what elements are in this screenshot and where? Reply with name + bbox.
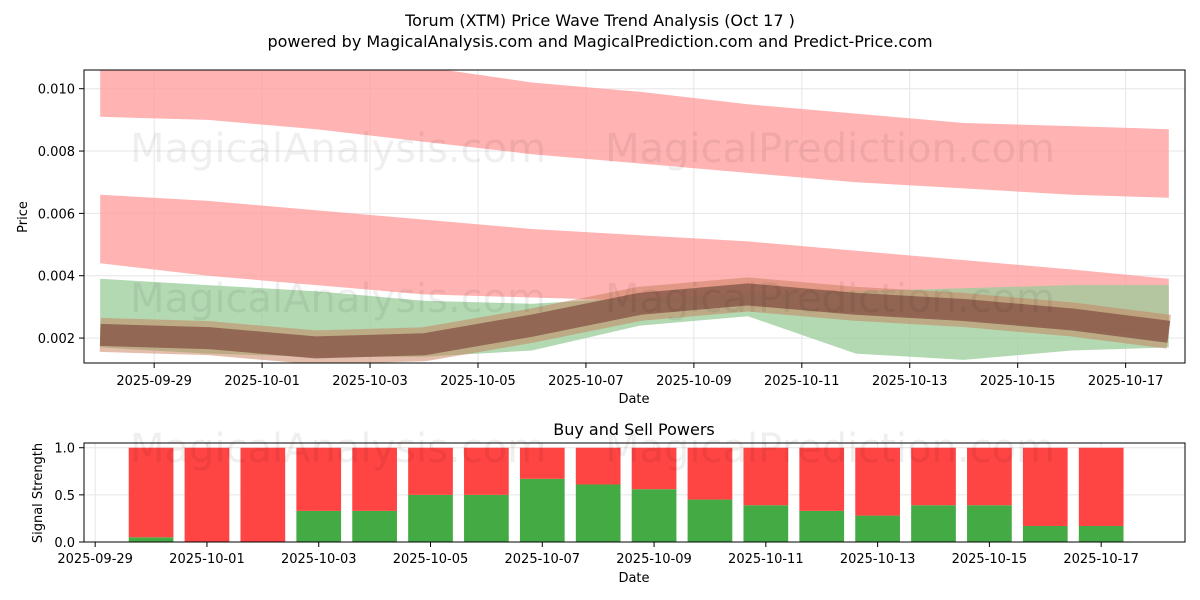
buy-bar	[575, 484, 621, 542]
price-x-tick-label: 2025-10-15	[980, 374, 1056, 389]
price-y-ticks: 0.002 0.004 0.006 0.008 0.010	[38, 83, 84, 347]
buy-bar	[911, 505, 956, 542]
buy-bar	[799, 510, 845, 542]
signal-x-tick-label: 2025-10-13	[840, 552, 916, 567]
price-x-tick-label: 2025-10-07	[548, 374, 624, 389]
sell-bar	[631, 447, 677, 490]
watermark-analysis-mid: MagicalAnalysis.com	[130, 276, 546, 322]
price-y-tick-label: 0.004	[38, 270, 75, 285]
signal-x-tick-label: 2025-10-03	[281, 552, 357, 567]
price-y-tick-label: 0.010	[38, 83, 75, 98]
buy-bar	[631, 489, 677, 542]
price-x-tick-label: 2025-10-17	[1088, 374, 1164, 389]
price-x-label: Date	[618, 392, 649, 407]
buy-bar	[967, 505, 1012, 542]
price-y-label: Price	[16, 201, 31, 233]
chart-title: Torum (XTM) Price Wave Trend Analysis (O…	[404, 11, 795, 30]
price-band-0	[100, 70, 1169, 198]
sell-bar	[799, 447, 845, 511]
sell-bar	[687, 447, 733, 500]
buy-bar	[519, 478, 565, 542]
price-x-tick-label: 2025-10-01	[224, 374, 300, 389]
sell-bar	[1078, 447, 1124, 526]
signal-x-tick-label: 2025-10-01	[169, 552, 245, 567]
buy-bar	[855, 515, 900, 542]
price-x-ticks: 2025-09-29 2025-10-01 2025-10-03 2025-10-05…	[116, 363, 1163, 389]
watermark-analysis-top: MagicalAnalysis.com	[130, 126, 546, 172]
signal-x-tick-label: 2025-10-17	[1063, 552, 1139, 567]
sell-bar	[184, 447, 230, 542]
price-x-tick-label: 2025-10-11	[764, 374, 840, 389]
price-x-tick-label: 2025-10-05	[440, 374, 516, 389]
buy-bar	[687, 499, 733, 542]
buy-bar	[743, 505, 789, 542]
sell-bar	[464, 447, 509, 495]
chart-subtitle: powered by MagicalAnalysis.com and Magic…	[267, 32, 932, 51]
price-y-tick-label: 0.008	[38, 145, 75, 160]
signal-panel: Buy and Sell Powers MagicalAnalysis.com …	[31, 420, 1186, 586]
signal-y-tick-label: 0.5	[54, 489, 75, 504]
buy-bar	[128, 537, 174, 542]
sell-bar	[240, 447, 286, 542]
buy-bar	[464, 494, 509, 542]
watermark-analysis-bottom: MagicalAnalysis.com	[130, 426, 546, 472]
signal-x-tick-label: 2025-10-05	[393, 552, 469, 567]
sell-bar	[855, 447, 900, 516]
buy-bar	[1022, 525, 1068, 542]
signal-x-tick-label: 2025-10-11	[728, 552, 804, 567]
watermark-prediction-bottom: MagicalPrediction.com	[605, 426, 1055, 472]
buy-bar	[1078, 525, 1124, 542]
price-x-tick-label: 2025-09-29	[116, 374, 192, 389]
price-series	[99, 277, 1171, 363]
signal-x-label: Date	[618, 571, 649, 586]
signal-bars	[128, 447, 1124, 542]
price-x-tick-label: 2025-10-13	[872, 374, 948, 389]
signal-x-tick-label: 2025-10-15	[952, 552, 1028, 567]
buy-bar	[408, 494, 453, 542]
signal-x-tick-label: 2025-10-09	[616, 552, 692, 567]
signal-x-tick-label: 2025-10-07	[505, 552, 581, 567]
sell-bar	[128, 447, 174, 538]
watermark-prediction-mid: MagicalPrediction.com	[605, 276, 1055, 322]
signal-x-ticks: 2025-09-29 2025-10-01 2025-10-03 2025-10-05…	[57, 542, 1139, 567]
price-x-tick-label: 2025-10-09	[656, 374, 732, 389]
price-y-tick-label: 0.002	[38, 332, 75, 347]
signal-y-tick-label: 1.0	[54, 442, 75, 457]
signal-y-label: Signal Strength	[31, 443, 46, 543]
sell-bar	[408, 447, 453, 495]
sell-bar	[743, 447, 789, 506]
sell-bar	[967, 447, 1012, 506]
signal-x-tick-label: 2025-09-29	[57, 552, 133, 567]
signal-title: Buy and Sell Powers	[553, 420, 715, 439]
watermark-prediction-top: MagicalPrediction.com	[605, 126, 1055, 172]
price-panel: MagicalAnalysis.com MagicalPrediction.co…	[16, 69, 1186, 407]
price-y-tick-label: 0.006	[38, 207, 75, 222]
sell-bar	[911, 447, 956, 506]
sell-bar	[296, 447, 342, 511]
price-wave-line	[99, 283, 1171, 359]
signal-plot-frame	[83, 442, 1186, 543]
signal-y-ticks: 0.0 0.5 1.0	[54, 442, 84, 551]
sell-bar	[1022, 447, 1068, 526]
sell-bar	[575, 447, 621, 485]
sell-bar	[519, 447, 565, 479]
price-plot-frame	[83, 69, 1186, 364]
sell-bar	[352, 447, 397, 511]
price-x-tick-label: 2025-10-03	[332, 374, 408, 389]
buy-bar	[296, 510, 342, 542]
buy-bar	[352, 510, 397, 542]
signal-y-tick-label: 0.0	[54, 536, 75, 551]
